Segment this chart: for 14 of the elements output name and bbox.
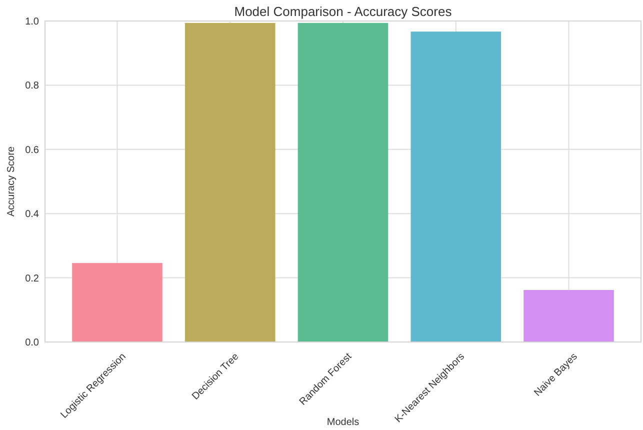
bar — [184, 22, 276, 342]
bar — [410, 32, 502, 342]
x-axis-title: Models — [326, 417, 360, 428]
y-tick-label: 0.2 — [25, 273, 40, 284]
y-tick-label: 0.6 — [25, 144, 40, 156]
y-tick-label: 0.8 — [25, 80, 40, 92]
y-tick-label: 0.4 — [25, 209, 40, 220]
chart-title: Model Comparison - Accuracy Scores — [234, 4, 452, 19]
bar — [72, 263, 162, 342]
bar — [524, 290, 614, 342]
y-axis-title: Accuracy Score — [6, 146, 17, 217]
y-tick-label: 1.0 — [25, 16, 40, 28]
y-tick-label: 0.0 — [25, 338, 40, 348]
bar — [298, 22, 388, 342]
